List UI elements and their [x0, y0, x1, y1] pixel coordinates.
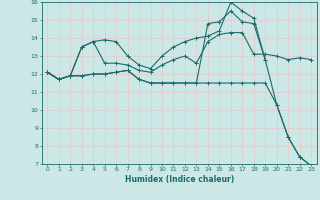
X-axis label: Humidex (Indice chaleur): Humidex (Indice chaleur)	[124, 175, 234, 184]
